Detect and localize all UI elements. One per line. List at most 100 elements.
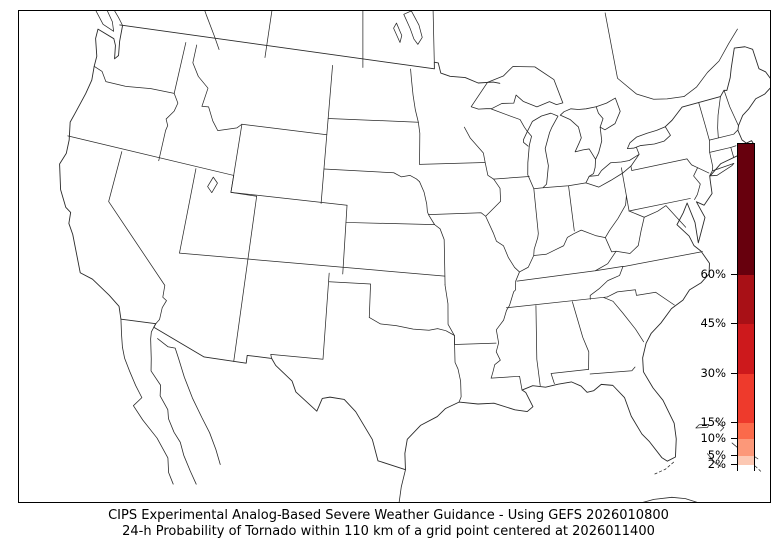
map-outline-path <box>595 97 621 131</box>
map-outline-path <box>628 198 691 212</box>
colorbar-tick <box>731 372 737 374</box>
colorbar-tick <box>731 274 737 276</box>
map-outline-path <box>686 158 701 200</box>
colorbar-segment <box>738 422 754 440</box>
map-outline-path <box>204 11 220 50</box>
colorbar-segment <box>738 465 754 472</box>
map-outline-path <box>342 204 348 275</box>
map-outline-path <box>589 366 636 375</box>
colorbar-segment <box>738 275 754 325</box>
map-outline-path <box>150 323 197 485</box>
map-outline-path <box>432 11 435 63</box>
colorbar <box>737 143 755 472</box>
map-outline-path <box>173 42 187 94</box>
map-outline-path <box>393 22 403 43</box>
map-outline-path <box>410 68 419 123</box>
map-outline-path <box>93 65 175 94</box>
colorbar-tick <box>731 323 737 325</box>
map-outline-path <box>533 188 539 256</box>
map-outline-path <box>664 46 770 128</box>
map-outline-path <box>453 335 462 403</box>
map-outline-path <box>542 182 587 189</box>
colorbar-segment <box>738 455 754 466</box>
map-outline-path <box>158 92 179 162</box>
map-outline-path <box>747 458 763 473</box>
map-outline-path <box>490 108 528 132</box>
figure-caption: CIPS Experimental Analog-Based Severe We… <box>0 508 777 539</box>
map-outline-path <box>264 11 273 58</box>
map-outline-path <box>626 126 671 150</box>
map-outline-path <box>622 251 703 268</box>
map-outline-path <box>270 272 330 360</box>
map-outline-path <box>119 24 501 84</box>
map-outline-path <box>419 162 486 165</box>
map-outline-path <box>470 66 564 110</box>
colorbar-tick-label: 10% <box>700 431 726 446</box>
map-outline-path <box>428 212 487 217</box>
map-outline-path <box>108 151 167 325</box>
map-outline-path <box>717 96 721 139</box>
map-outline-path <box>179 168 197 254</box>
map-outline-path <box>550 368 589 385</box>
colorbar-tick-label: 15% <box>700 414 726 429</box>
map-outline-path <box>95 11 115 32</box>
map-outline-path <box>604 12 685 100</box>
map-outline-path <box>568 185 575 232</box>
map-outline-path <box>192 44 243 131</box>
map-outline-path <box>606 289 675 306</box>
map-outline-path <box>589 265 624 300</box>
caption-line-1: CIPS Experimental Analog-Based Severe We… <box>108 508 669 523</box>
colorbar-tick-label: 30% <box>700 365 726 380</box>
map-outline-path <box>526 112 559 190</box>
map-outline-path <box>492 176 530 180</box>
map-outline-path <box>683 28 738 97</box>
map-outline-path <box>120 87 770 471</box>
map-outline-path <box>368 317 455 336</box>
map-outline-path <box>398 469 406 502</box>
colorbar-segment <box>738 144 754 276</box>
colorbar-tick <box>731 454 737 456</box>
map-outline-path <box>654 460 676 475</box>
colorbar-tick-label: 60% <box>700 267 726 282</box>
map-outline-path <box>723 89 739 127</box>
map-outline-path <box>630 158 688 171</box>
map-outline-path <box>519 195 627 273</box>
map-outline-path <box>230 123 243 193</box>
map-outline-path <box>444 284 455 336</box>
map-outline-path <box>621 167 630 212</box>
map-outline-path <box>233 195 258 362</box>
map-outline-path <box>695 424 710 429</box>
map-outline-path <box>709 162 735 177</box>
colorbar-tick-label: 5% <box>707 447 726 462</box>
map-outline-path <box>328 281 371 318</box>
map-outline-path <box>403 11 423 45</box>
map-outline-path <box>706 453 722 467</box>
map-outline-path <box>603 297 645 343</box>
colorbar-segment <box>738 324 754 374</box>
map-outline-path <box>157 338 221 465</box>
map-outline-path <box>523 131 529 147</box>
map-outline-path <box>207 176 218 194</box>
map-outline-path <box>628 205 687 228</box>
colorbar-tick <box>731 421 737 423</box>
colorbar-segment <box>738 439 754 456</box>
map-outline-path <box>642 496 698 502</box>
map-outline-path <box>59 25 123 320</box>
map-outline-path <box>230 191 348 206</box>
map-outline-path <box>730 147 735 158</box>
us-basemap <box>59 11 770 502</box>
map-outline-path <box>506 296 608 309</box>
map-outline-path <box>636 147 640 155</box>
map-outline-path <box>323 168 420 183</box>
map-outline-path <box>571 301 590 370</box>
map-outline-path <box>588 158 596 177</box>
map-outline-path <box>714 420 725 432</box>
map-frame: 2% 5% 10% 15% 30% 45% 60% <box>18 10 771 503</box>
map-outline-path <box>179 252 446 277</box>
map-outline-path <box>417 121 421 165</box>
map-outline-path <box>114 11 123 26</box>
map-outline-path <box>697 167 710 174</box>
map-outline-path <box>320 65 333 204</box>
colorbar-tick <box>731 464 737 466</box>
